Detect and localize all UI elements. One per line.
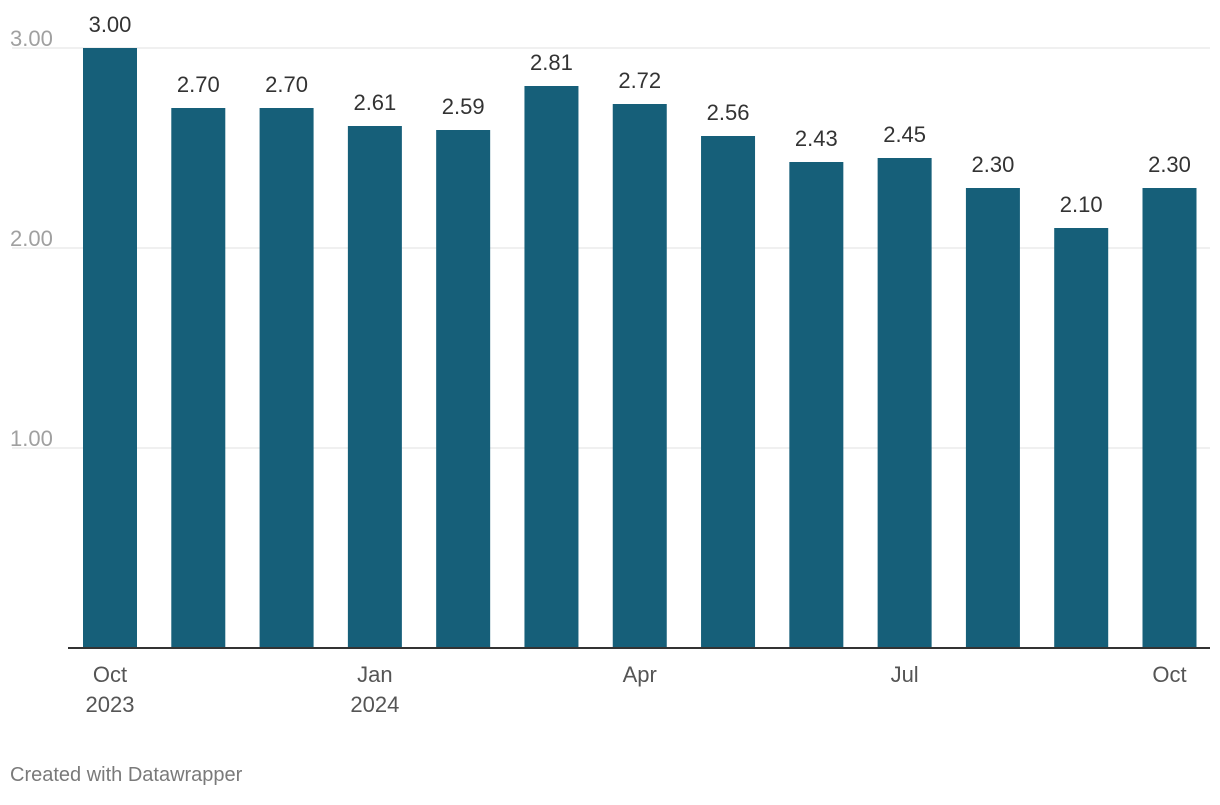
x-tick-label: Apr (623, 662, 657, 687)
bars (83, 48, 1197, 648)
bar (1142, 188, 1197, 648)
bar (347, 126, 402, 648)
y-tick-label: 1.00 (10, 426, 53, 451)
bar-value-label: 3.00 (89, 12, 132, 37)
bar-value-label: 2.61 (353, 90, 396, 115)
bar-value-label: 2.30 (1148, 152, 1191, 177)
bar-value-label: 2.45 (883, 122, 926, 147)
bar-value-label: 2.10 (1060, 192, 1103, 217)
bar (83, 48, 137, 648)
bar-value-label: 2.72 (618, 68, 661, 93)
bar (965, 188, 1020, 648)
x-tick-label: Oct (1152, 662, 1186, 687)
y-tick-label: 2.00 (10, 226, 53, 251)
bar (612, 104, 667, 648)
bar (789, 162, 844, 648)
bar-value-label: 2.70 (177, 72, 220, 97)
bar (171, 108, 226, 648)
bar-value-label: 2.81 (530, 50, 573, 75)
bar (436, 130, 491, 648)
footer-credit: Created with Datawrapper (10, 764, 243, 786)
y-tick-label: 3.00 (10, 26, 53, 51)
bar (524, 86, 579, 648)
x-axis-ticks: Oct 2023 Jan 2024 Apr Jul Oct (86, 662, 1187, 717)
x-tick-label: Jan (357, 662, 392, 687)
y-axis-ticks: 1.00 2.00 3.00 (10, 26, 53, 451)
bar-value-label: 2.43 (795, 126, 838, 151)
bar (877, 158, 932, 648)
bar (1054, 228, 1109, 648)
value-labels: 3.00 2.70 2.70 2.61 2.59 2.81 2.72 2.56 2.43 2.45… (89, 12, 1191, 217)
bar (701, 136, 756, 648)
bar-value-label: 2.56 (707, 100, 750, 125)
x-tick-label: Jul (891, 662, 919, 687)
x-tick-label: 2024 (350, 692, 399, 717)
bar-value-label: 2.59 (442, 94, 485, 119)
bar-value-label: 2.70 (265, 72, 308, 97)
x-tick-label: Oct (93, 662, 127, 687)
bar (259, 108, 314, 648)
x-tick-label: 2023 (86, 692, 135, 717)
bar-value-label: 2.30 (972, 152, 1015, 177)
